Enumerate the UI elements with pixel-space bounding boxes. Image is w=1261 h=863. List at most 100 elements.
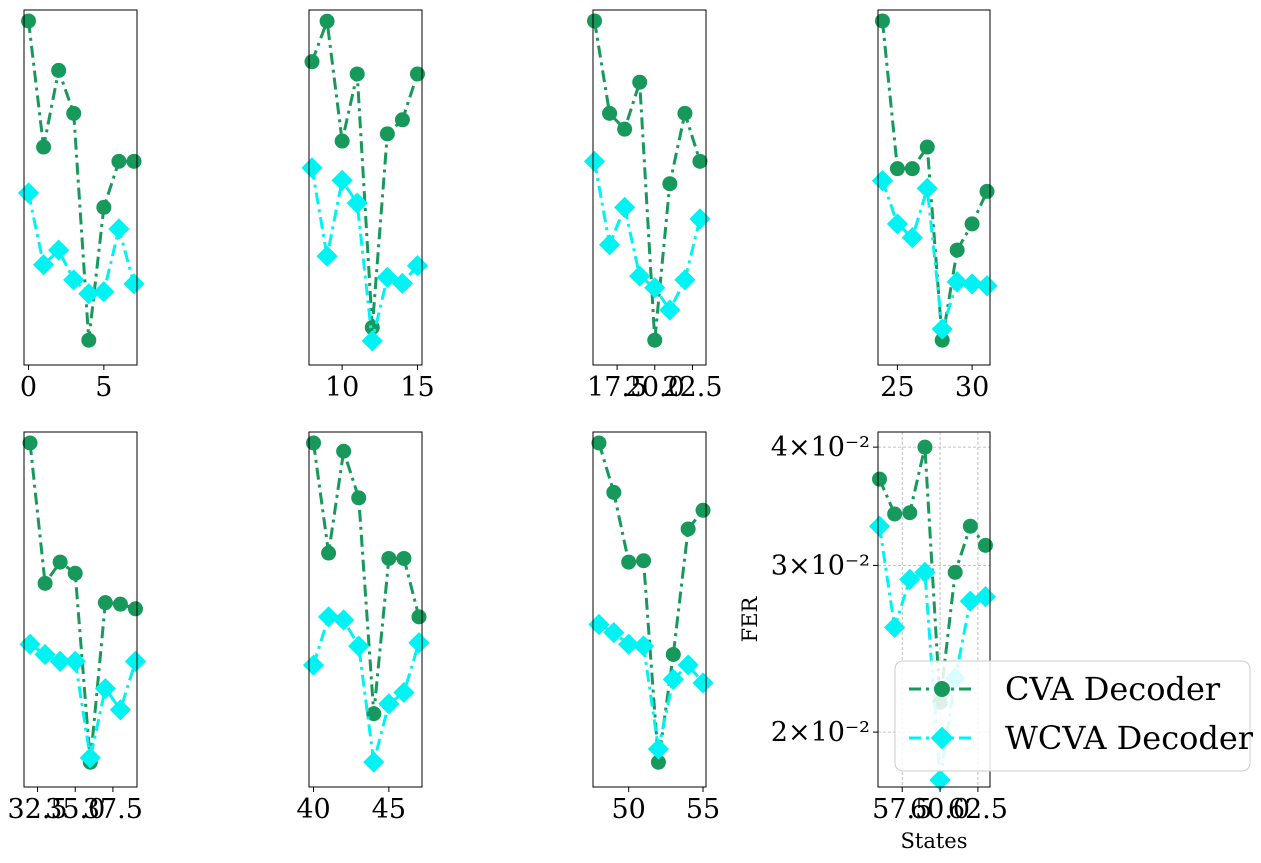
data-point-wcva: [17, 182, 40, 204]
data-point-cva: [947, 564, 963, 580]
data-point-wcva: [333, 609, 355, 631]
data-point-cva: [949, 242, 965, 258]
x-tick-label: 35.0: [45, 794, 105, 825]
data-point-cva: [336, 443, 352, 459]
data-point-cva: [366, 706, 382, 722]
data-point-wcva: [108, 218, 130, 240]
legend-marker-wcva: [930, 726, 954, 750]
x-tick-label: 55: [686, 794, 720, 825]
data-point-wcva: [901, 227, 923, 249]
data-point-cva: [37, 575, 53, 591]
data-point-cva: [36, 139, 52, 155]
y-tick-label: 4×10⁻²: [771, 432, 870, 463]
data-point-cva: [647, 332, 663, 348]
data-point-wcva: [959, 590, 981, 612]
data-point-wcva: [674, 269, 696, 291]
x-tick-label: 50: [612, 794, 646, 825]
data-point-cva: [111, 153, 127, 169]
data-point-wcva: [647, 738, 670, 760]
data-point-cva: [394, 112, 410, 128]
data-point-cva: [692, 153, 708, 169]
data-point-wcva: [317, 606, 340, 628]
data-point-cva: [904, 161, 920, 177]
data-point-cva: [21, 13, 37, 29]
data-point-cva: [979, 183, 995, 199]
data-point-wcva: [974, 586, 997, 608]
data-point-wcva: [79, 747, 101, 769]
data-point-wcva: [34, 643, 56, 666]
data-point-wcva: [48, 239, 70, 261]
data-point-cva: [51, 62, 67, 78]
data-point-wcva: [583, 150, 606, 172]
subplot-5: 32.535.037.5: [7, 431, 147, 825]
data-point-cva: [680, 521, 696, 537]
data-point-wcva: [644, 277, 666, 299]
data-point-wcva: [408, 632, 430, 654]
x-tick-label: 20.0: [625, 372, 685, 403]
x-tick-label: 57.5: [872, 794, 932, 825]
data-point-cva: [587, 13, 603, 29]
data-point-cva: [321, 545, 337, 561]
series-line-cva: [593, 20, 702, 342]
data-point-cva: [902, 505, 918, 521]
x-tick-label: 45: [372, 794, 406, 825]
data-point-wcva: [19, 633, 41, 655]
data-point-cva: [677, 105, 693, 121]
data-point-cva: [632, 74, 648, 90]
data-point-wcva: [598, 234, 621, 256]
data-point-cva: [67, 565, 83, 581]
data-point-wcva: [361, 330, 383, 352]
axes-frame: [877, 9, 991, 366]
subplot-4: 25 30: [871, 9, 998, 403]
data-point-cva: [695, 502, 711, 518]
data-point-cva: [650, 754, 666, 770]
data-point-cva: [66, 105, 82, 121]
legend-label-cva: CVA Decoder: [1005, 670, 1221, 708]
data-point-cva: [934, 332, 950, 348]
data-point-cva: [874, 13, 890, 29]
data-point-cva: [304, 54, 320, 70]
x-tick-label: 30: [955, 372, 989, 403]
axes-frame: [592, 431, 707, 788]
x-tick-label: 40: [296, 794, 330, 825]
data-point-wcva: [884, 616, 906, 639]
series-line-cva: [28, 442, 136, 764]
data-point-wcva: [961, 273, 983, 295]
data-point-wcva: [659, 299, 681, 321]
subplot-3: 17.520.022.5: [583, 9, 723, 403]
data-point-cva: [319, 13, 335, 29]
data-point-wcva: [618, 633, 640, 655]
data-point-wcva: [393, 681, 415, 704]
data-point-cva: [964, 216, 980, 232]
x-tick-label: 0: [20, 372, 37, 403]
data-point-wcva: [301, 157, 323, 179]
data-point-wcva: [929, 769, 951, 791]
data-point-cva: [379, 126, 395, 142]
data-point-wcva: [378, 693, 400, 715]
x-tick-label: 25: [880, 372, 914, 403]
data-point-cva: [919, 139, 935, 155]
data-point-wcva: [123, 273, 145, 295]
data-point-wcva: [588, 613, 610, 636]
axes-frame: [877, 431, 991, 788]
subplot-8: 57.560.062.5 2×10⁻² 3×10⁻² 4×10⁻² States FER: [738, 431, 1008, 853]
data-point-wcva: [886, 213, 909, 235]
y-tick-label: 3×10⁻²: [771, 550, 870, 581]
data-point-wcva: [632, 635, 655, 657]
legend-item-wcva: WCVA Decoder: [909, 719, 1254, 757]
x-tick-label: 5: [95, 372, 112, 403]
data-point-cva: [126, 153, 142, 169]
data-point-cva: [351, 490, 367, 506]
data-point-wcva: [662, 668, 684, 690]
data-point-cva: [96, 199, 112, 215]
data-point-wcva: [931, 318, 953, 340]
data-point-wcva: [302, 654, 325, 676]
subplot-7: 50 55: [588, 431, 720, 825]
x-tick-label: 32.5: [7, 794, 67, 825]
data-point-cva: [81, 332, 97, 348]
data-point-cva: [617, 121, 633, 137]
data-point-wcva: [348, 635, 370, 657]
data-point-wcva: [614, 196, 636, 218]
data-point-wcva: [49, 650, 71, 673]
